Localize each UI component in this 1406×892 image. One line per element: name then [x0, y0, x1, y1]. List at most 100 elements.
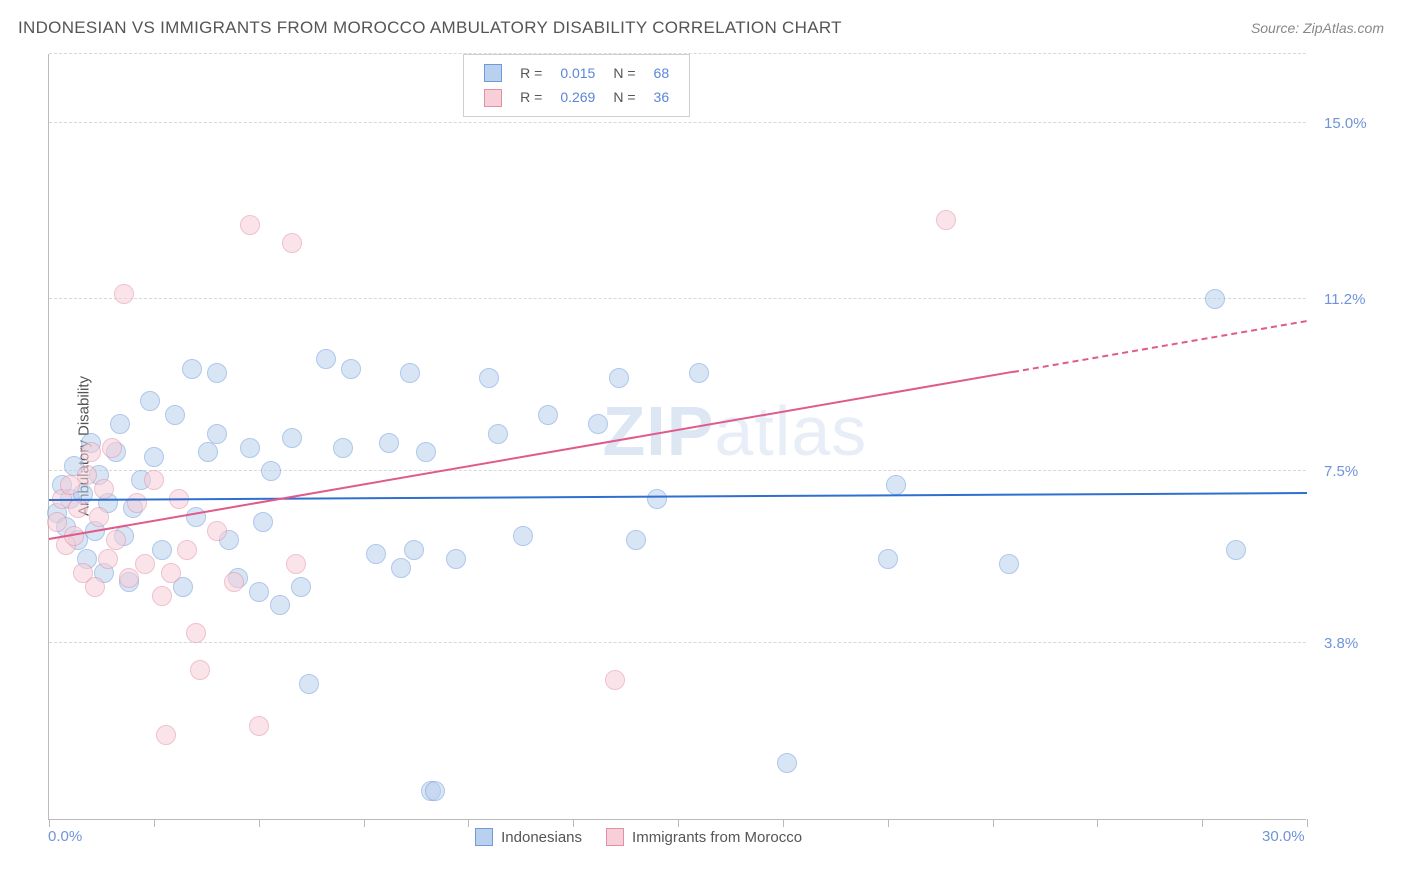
x-tick: [993, 819, 994, 827]
data-point-indonesians: [240, 438, 260, 458]
data-point-morocco: [89, 507, 109, 527]
x-tick: [49, 819, 50, 827]
data-point-indonesians: [886, 475, 906, 495]
data-point-morocco: [106, 530, 126, 550]
x-max-label: 30.0%: [1262, 828, 1305, 845]
watermark-light: atlas: [714, 392, 867, 470]
data-point-indonesians: [316, 349, 336, 369]
x-tick: [364, 819, 365, 827]
data-point-indonesians: [207, 363, 227, 383]
source-label: Source: ZipAtlas.com: [1251, 20, 1384, 36]
data-point-indonesians: [446, 549, 466, 569]
data-point-indonesians: [626, 530, 646, 550]
legend-item-indonesians: Indonesians: [475, 828, 582, 846]
data-point-morocco: [77, 465, 97, 485]
y-tick-label: 15.0%: [1324, 115, 1367, 132]
data-point-indonesians: [488, 424, 508, 444]
data-point-morocco: [98, 549, 118, 569]
data-point-morocco: [94, 479, 114, 499]
legend-r-label: R =: [512, 86, 550, 108]
data-point-morocco: [81, 442, 101, 462]
legend-row-morocco: R =0.269N =36: [476, 86, 677, 108]
data-point-morocco: [144, 470, 164, 490]
legend-table: R =0.015N =68R =0.269N =36: [474, 60, 679, 111]
data-point-morocco: [102, 438, 122, 458]
chart-title: INDONESIAN VS IMMIGRANTS FROM MOROCCO AM…: [18, 18, 842, 38]
data-point-indonesians: [400, 363, 420, 383]
data-point-morocco: [282, 233, 302, 253]
data-point-morocco: [156, 725, 176, 745]
legend-r-label: R =: [512, 62, 550, 84]
x-tick: [154, 819, 155, 827]
data-point-morocco: [152, 586, 172, 606]
legend-r-value: 0.269: [552, 86, 603, 108]
data-point-morocco: [190, 660, 210, 680]
data-point-indonesians: [282, 428, 302, 448]
data-point-morocco: [286, 554, 306, 574]
data-point-indonesians: [689, 363, 709, 383]
data-point-indonesians: [878, 549, 898, 569]
data-point-indonesians: [207, 424, 227, 444]
data-point-indonesians: [366, 544, 386, 564]
data-point-morocco: [186, 623, 206, 643]
x-min-label: 0.0%: [48, 828, 82, 845]
data-point-indonesians: [152, 540, 172, 560]
data-point-indonesians: [1205, 289, 1225, 309]
x-tick: [783, 819, 784, 827]
data-point-morocco: [224, 572, 244, 592]
data-point-morocco: [936, 210, 956, 230]
x-tick: [468, 819, 469, 827]
data-point-morocco: [249, 716, 269, 736]
x-tick: [678, 819, 679, 827]
data-point-indonesians: [198, 442, 218, 462]
legend-swatch-morocco: [484, 89, 502, 107]
legend-series-name: Immigrants from Morocco: [632, 829, 802, 846]
data-point-morocco: [114, 284, 134, 304]
data-point-indonesians: [182, 359, 202, 379]
data-point-indonesians: [144, 447, 164, 467]
trend-line: [1013, 320, 1307, 373]
legend-n-label: N =: [605, 86, 643, 108]
data-point-indonesians: [647, 489, 667, 509]
watermark-bold: ZIP: [603, 392, 715, 470]
x-tick: [1097, 819, 1098, 827]
data-point-indonesians: [253, 512, 273, 532]
data-point-morocco: [119, 568, 139, 588]
data-point-morocco: [68, 498, 88, 518]
trend-line: [49, 492, 1307, 501]
data-point-indonesians: [538, 405, 558, 425]
data-point-indonesians: [479, 368, 499, 388]
y-tick-label: 3.8%: [1324, 635, 1358, 652]
data-point-indonesians: [379, 433, 399, 453]
legend-r-value: 0.015: [552, 62, 603, 84]
data-point-morocco: [127, 493, 147, 513]
data-point-indonesians: [609, 368, 629, 388]
data-point-morocco: [85, 577, 105, 597]
data-point-indonesians: [333, 438, 353, 458]
grid-line: [49, 642, 1306, 643]
data-point-indonesians: [261, 461, 281, 481]
y-tick-label: 11.2%: [1324, 291, 1365, 308]
data-point-indonesians: [391, 558, 411, 578]
data-point-morocco: [605, 670, 625, 690]
data-point-morocco: [240, 215, 260, 235]
data-point-indonesians: [140, 391, 160, 411]
legend-swatch-indonesians: [475, 828, 493, 846]
plot-area: ZIPatlas: [48, 54, 1306, 820]
x-tick: [1307, 819, 1308, 827]
data-point-indonesians: [513, 526, 533, 546]
x-tick: [259, 819, 260, 827]
data-point-indonesians: [425, 781, 445, 801]
data-point-indonesians: [999, 554, 1019, 574]
legend-swatch-indonesians: [484, 64, 502, 82]
data-point-morocco: [135, 554, 155, 574]
legend-correlation: R =0.015N =68R =0.269N =36: [463, 54, 690, 117]
data-point-morocco: [177, 540, 197, 560]
data-point-indonesians: [341, 359, 361, 379]
data-point-indonesians: [110, 414, 130, 434]
data-point-indonesians: [249, 582, 269, 602]
legend-item-morocco: Immigrants from Morocco: [606, 828, 802, 846]
data-point-indonesians: [588, 414, 608, 434]
legend-series-name: Indonesians: [501, 829, 582, 846]
legend-n-label: N =: [605, 62, 643, 84]
